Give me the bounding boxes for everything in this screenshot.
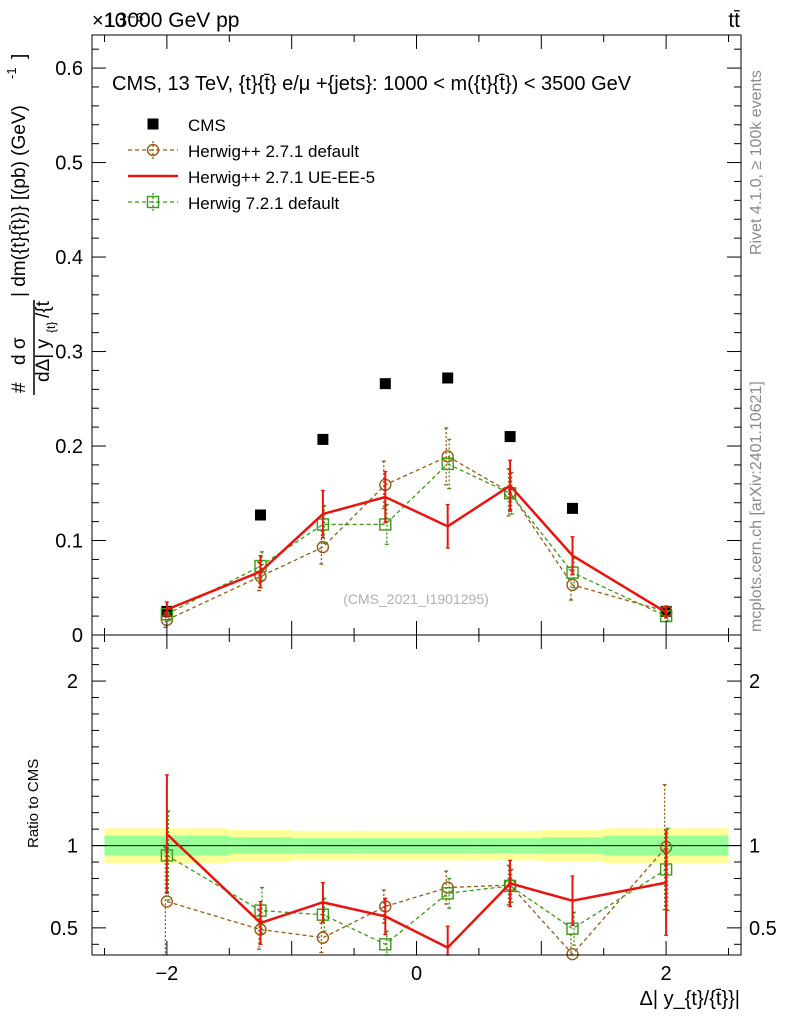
- ratio-y-tick-label-left: 0.5: [50, 918, 78, 940]
- main-y-tick-label: 0.6: [55, 58, 83, 80]
- ratio-herwig-2-7-1-default-point: [316, 931, 330, 944]
- main-y-tick-label: 0: [72, 625, 83, 647]
- main-series: [160, 372, 673, 629]
- mcplots-label: mcplots.cern.ch [arXiv:2401.10621]: [748, 381, 765, 632]
- main-y-tick-label: 0.4: [55, 247, 83, 269]
- main-cms-point: [442, 372, 454, 384]
- legend-herwig-2-7-1-default-point: [146, 143, 160, 157]
- main-cms-point: [567, 502, 579, 514]
- main-y-axis-label: # d σ dΔ| y {t} /{t̄ | dm({t}{t̄})} [(pb…: [4, 54, 58, 395]
- y-axis-label-denominator-end: /{t̄: [33, 300, 54, 318]
- rivet-version-label: Rivet 4.1.0, ≥ 100k events: [748, 70, 765, 255]
- ratio-herwig-7-2-1-point: [441, 887, 454, 900]
- main-y-tick-label: 0.1: [55, 531, 83, 553]
- ratio-herwig-2-7-1-default-point: [566, 947, 579, 961]
- main-y-axis: 0 0.1 0.2 0.3 0.4 0.5 0.6: [55, 48, 741, 647]
- main-y-tick-label: 0.3: [55, 342, 83, 364]
- main-ue-ee-5-line: [166, 484, 667, 614]
- main-y-tick-label: 0.2: [55, 436, 83, 458]
- ratio-y-tick-label-right: 2: [749, 671, 760, 693]
- ratio-herwig-7-2-1-line: [166, 854, 667, 946]
- ratio-y-axis: 0.5 0.5 1 1 2 2: [50, 647, 777, 945]
- main-cms-point: [254, 509, 266, 521]
- y-axis-label-tail-sup: -1: [4, 67, 19, 79]
- ratio-x-axis: −2 0 2: [103, 635, 730, 985]
- ratio-y-tick-label-left: 1: [67, 836, 78, 858]
- main-x-axis: [103, 35, 730, 635]
- ratio-ue-ee-5-line: [166, 833, 667, 950]
- x-tick-label: 0: [411, 963, 422, 985]
- x-tick-label: 2: [661, 963, 672, 985]
- legend: CMS Herwig++ 2.7.1 default Herwig++ 2.7.1 …: [128, 116, 375, 213]
- ratio-plot-frame: [91, 634, 742, 956]
- ratio-y-axis-label: Ratio to CMS: [25, 759, 42, 848]
- main-herwig-2-7-1-default-point: [441, 450, 454, 463]
- y-axis-label-denominator-sub: {t}: [44, 322, 58, 333]
- energy-label: 13000 GeV pp: [104, 9, 239, 32]
- ratio-y-tick-label-right: 0.5: [749, 918, 777, 940]
- cms-legend-entry-marker: [147, 118, 159, 130]
- process-label: tt̄: [728, 9, 740, 32]
- x-axis-label: Δ| y_{t}/{t̄}}|: [640, 988, 741, 1010]
- cms-legend-entry-label: CMS: [188, 116, 226, 135]
- ratio-y-tick-label-right: 1: [749, 836, 760, 858]
- ratio-y-tick-label-left: 2: [67, 671, 78, 693]
- herwig-2-7-1-default-legend-entry-label: Herwig++ 2.7.1 default: [188, 142, 359, 161]
- legend-herwig-7-2-1-point: [146, 195, 160, 209]
- ratio-herwig-2-7-1-default-line: [166, 846, 667, 956]
- ue-ee-5-legend-entry-label: Herwig++ 2.7.1 UE-EE-5: [188, 168, 375, 187]
- y-axis-label-tail: | dm({t}{t̄})} [(pb) (GeV): [9, 105, 30, 297]
- y-axis-label-numerator: d σ: [9, 337, 30, 365]
- y-axis-label-denominator: dΔ| y: [33, 339, 54, 382]
- main-cms-point: [317, 433, 329, 445]
- main-herwig-2-7-1-default-line: [166, 455, 667, 621]
- herwig-7-2-1-legend-entry-label: Herwig 7.2.1 default: [188, 194, 339, 213]
- main-y-tick-label: 0.5: [55, 153, 83, 175]
- ratio-herwig-2-7-1-default-point: [160, 895, 174, 908]
- main-herwig-2-7-1-default-point: [566, 578, 579, 592]
- analysis-watermark: (CMS_2021_I1901295): [343, 591, 489, 607]
- plot-title: CMS, 13 TeV, {t}{t̄} e/μ +{jets}: 1000 <…: [112, 73, 632, 95]
- ratio-herwig-7-2-1-point: [379, 938, 392, 951]
- ratio-series: [160, 774, 673, 961]
- main-cms-point: [379, 378, 391, 390]
- exponent-label: ×10⁻³: [92, 10, 143, 32]
- main-cms-point: [504, 431, 516, 443]
- main-herwig-7-2-1-point: [441, 457, 454, 471]
- x-tick-label: −2: [155, 963, 178, 985]
- main-herwig-2-7-1-default-point: [316, 540, 330, 554]
- y-axis-label-lead: #: [9, 382, 30, 393]
- y-axis-label-tail-close: ]: [9, 54, 30, 59]
